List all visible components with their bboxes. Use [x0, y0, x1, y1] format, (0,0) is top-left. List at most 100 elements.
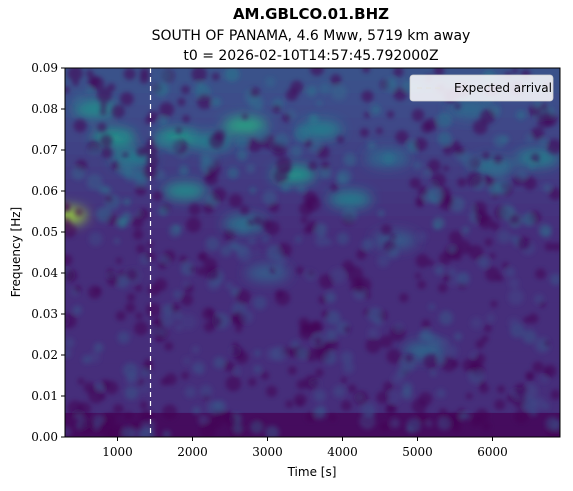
spectrogram-band: [65, 424, 560, 437]
speckle-dot: [134, 284, 143, 292]
speckle-dot: [417, 185, 428, 196]
speckle-dot: [189, 265, 197, 273]
speckle-dot: [508, 317, 520, 329]
speckle-dot: [99, 108, 107, 116]
speckle-dot: [65, 426, 72, 437]
speckle-dot: [434, 265, 445, 276]
spectrogram-band: [65, 227, 560, 241]
speckle-dot: [86, 174, 103, 190]
speckle-dot: [196, 266, 206, 277]
speckle-dot: [310, 68, 324, 76]
chart-subtitle: SOUTH OF PANAMA, 4.6 Mww, 5719 km away: [152, 28, 471, 44]
speckle-dot: [379, 422, 390, 432]
speckle-dot: [508, 289, 524, 305]
speckle-dot: [477, 256, 490, 269]
speckle-dot: [139, 401, 148, 410]
speckle-dot: [327, 339, 339, 351]
speckle-dot: [274, 132, 290, 148]
speckle-dot: [367, 307, 383, 323]
speckle-dot: [87, 75, 99, 87]
speckle-dot: [544, 242, 554, 252]
speckle-dot: [486, 314, 495, 323]
speckle-dot: [231, 346, 244, 359]
speckle-dot: [132, 229, 144, 240]
speckle-dot: [474, 408, 489, 423]
speckle-dot: [253, 364, 262, 374]
speckle-dot: [140, 367, 151, 378]
speckle-dot: [442, 274, 452, 283]
speckle-dot: [129, 428, 142, 437]
hotspot: [223, 116, 267, 135]
chart-title: AM.GBLCO.01.BHZ: [233, 5, 389, 23]
speckle-dot: [247, 138, 262, 153]
speckle-dot: [379, 334, 393, 348]
speckle-dot: [265, 76, 276, 88]
speckle-dot: [261, 235, 270, 244]
speckle-dot: [333, 385, 346, 398]
speckle-dot: [197, 414, 209, 426]
speckle-dot: [209, 133, 225, 149]
speckle-dot: [318, 295, 327, 304]
speckle-dot: [300, 216, 308, 224]
hotspot: [163, 182, 207, 200]
speckle-dot: [323, 351, 337, 365]
speckle-dot: [484, 176, 495, 187]
speckle-dot: [89, 145, 99, 156]
speckle-dot: [508, 214, 520, 225]
speckle-dot: [192, 345, 200, 354]
speckle-dot: [438, 310, 454, 326]
speckle-dot: [421, 319, 431, 329]
speckle-dot: [137, 379, 145, 386]
speckle-dot: [232, 423, 244, 434]
speckle-dot: [340, 351, 354, 364]
speckle-dot: [445, 344, 459, 358]
speckle-dot: [451, 140, 461, 150]
speckle-dot: [88, 351, 101, 364]
speckle-dot: [528, 313, 539, 324]
speckle-dot: [85, 69, 94, 78]
speckle-dot: [447, 267, 456, 276]
speckle-dot: [543, 340, 551, 347]
speckle-dot: [122, 151, 129, 159]
speckle-dot: [238, 222, 249, 234]
y-tick-label: 0.00: [31, 430, 58, 444]
speckle-dot: [427, 159, 441, 173]
speckle-dot: [489, 252, 496, 259]
speckle-dot: [313, 389, 327, 403]
speckle-dot: [211, 97, 222, 108]
speckle-dot: [545, 416, 560, 431]
speckle-dot: [225, 282, 233, 290]
speckle-dot: [457, 177, 467, 187]
speckle-dot: [182, 356, 192, 366]
speckle-dot: [192, 364, 199, 371]
speckle-dot: [539, 138, 548, 147]
speckle-dot: [82, 355, 92, 365]
speckle-dot: [380, 224, 392, 236]
speckle-dot: [290, 144, 303, 158]
speckle-dot: [485, 266, 501, 282]
speckle-dot: [74, 207, 84, 217]
speckle-dot: [397, 366, 408, 378]
speckle-dot: [409, 177, 421, 189]
speckle-dot: [154, 278, 168, 292]
speckle-dot: [308, 161, 318, 171]
speckle-dot: [101, 146, 113, 159]
speckle-dot: [154, 133, 169, 148]
speckle-dot: [202, 307, 216, 321]
speckle-dot: [493, 154, 503, 165]
speckle-dot: [336, 135, 345, 144]
speckle-dot: [462, 226, 470, 234]
speckle-dot: [295, 266, 304, 275]
speckle-dot: [480, 109, 496, 125]
speckle-dot: [203, 202, 214, 214]
speckle-dot: [313, 336, 323, 345]
speckle-dot: [428, 260, 435, 267]
speckle-dot: [250, 420, 264, 434]
speckle-dot: [234, 135, 249, 149]
speckle-dot: [494, 399, 506, 411]
speckle-dot: [417, 280, 427, 290]
speckle-dot: [73, 285, 82, 293]
speckle-dot: [370, 104, 381, 115]
speckle-dot: [515, 169, 528, 181]
speckle-dot: [318, 273, 334, 289]
